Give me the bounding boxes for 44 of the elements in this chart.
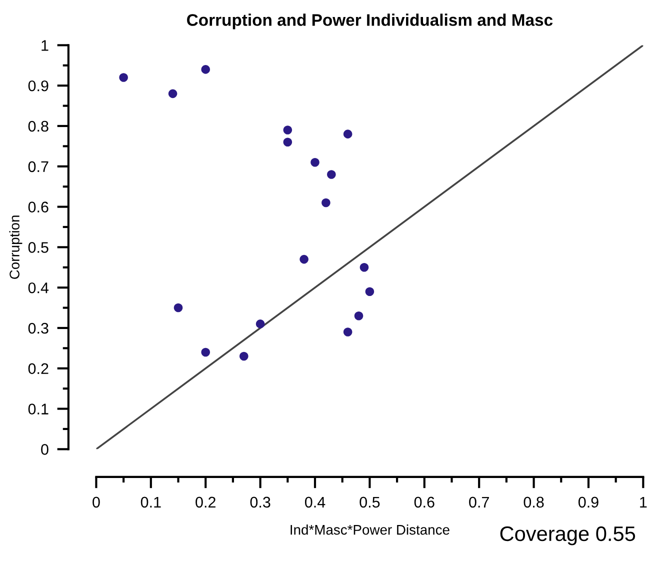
point: [327, 170, 336, 179]
point: [201, 348, 210, 357]
x-tick-label: 0.3: [250, 496, 270, 508]
y-axis-title: Corruption: [9, 216, 22, 279]
y-tick-label: 0.8: [28, 120, 48, 132]
point: [365, 287, 374, 296]
y-tick-label: 0.6: [28, 202, 48, 212]
point: [300, 254, 308, 264]
point: [256, 320, 265, 328]
y-tick-label: 0.5: [28, 242, 48, 253]
point: [354, 311, 364, 320]
point: [168, 89, 178, 98]
point: [343, 130, 352, 138]
point: [310, 158, 320, 167]
y-tick-label: 0.7: [28, 161, 48, 172]
y-tick-label: 0.3: [28, 322, 48, 334]
x-tick-label: 0.1: [140, 496, 161, 508]
x-tick-label: 0.5: [360, 496, 380, 508]
y-tick-label: 0.1: [28, 404, 48, 414]
y-tick-label: 0: [41, 444, 48, 455]
chart-title: Corruption and Power Individualism and Masc: [187, 14, 553, 30]
point: [360, 262, 369, 272]
x-tick-label: 0.7: [469, 496, 489, 508]
point: [201, 65, 210, 74]
x-tick-label: 0.2: [196, 496, 216, 508]
x-tick-label: 0.8: [524, 496, 544, 508]
point: [283, 138, 292, 147]
point: [283, 126, 292, 134]
x-tick-label: 0.9: [578, 496, 598, 508]
x-axis-title: Ind*Masc*Power Distance: [290, 524, 450, 535]
y-tick-label: 0.4: [28, 282, 49, 294]
text: Coverage 0.55: [500, 526, 636, 546]
y-tick-label: 0.9: [28, 80, 48, 92]
point: [174, 303, 183, 312]
point: [119, 73, 128, 82]
point: [240, 352, 248, 361]
x-tick-label: 0: [92, 496, 100, 508]
point: [343, 328, 352, 336]
y-tick-label: 0.2: [28, 363, 48, 374]
x-tick-label: 0.6: [414, 496, 434, 508]
point: [322, 198, 330, 208]
x-tick-label: 0.4: [304, 496, 326, 508]
y-tick-label: 1: [42, 40, 48, 51]
x-tick-label: 1: [640, 496, 647, 508]
